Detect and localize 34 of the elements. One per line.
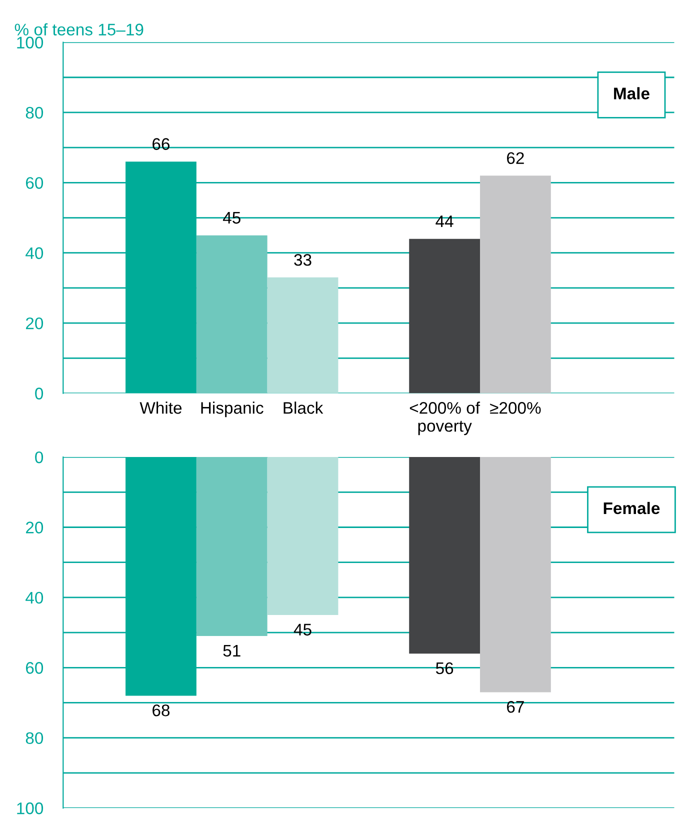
x-tick-label: Hispanic <box>201 402 264 418</box>
y-tick-label: 20 <box>26 317 44 330</box>
bar <box>196 235 268 394</box>
y-tick-label: 40 <box>26 247 44 260</box>
x-tick-label: ≥200% <box>490 402 541 414</box>
y-tick-label: 40 <box>26 592 44 604</box>
data-label: 67 <box>507 700 524 713</box>
bar <box>409 457 480 654</box>
data-label: 33 <box>294 254 312 266</box>
y-tick-label: 80 <box>26 732 44 744</box>
x-tick-label: White <box>140 402 182 414</box>
y-tick-label: 20 <box>26 522 44 534</box>
y-tick-label: 60 <box>26 662 44 674</box>
data-label: 51 <box>223 644 240 657</box>
bar <box>267 277 338 394</box>
data-label: 68 <box>152 704 170 716</box>
y-tick-label: 100 <box>17 802 44 814</box>
x-tick-label: Black <box>284 402 324 414</box>
bar <box>480 176 551 394</box>
y-tick-label: 0 <box>35 451 44 464</box>
bar <box>409 238 480 394</box>
y-tick-label: 0 <box>35 388 44 400</box>
y-tick-label: 60 <box>26 177 44 189</box>
bar <box>267 457 338 615</box>
y-axis-title: % of teens 15–19 <box>14 23 144 36</box>
data-label: 44 <box>436 216 454 228</box>
text: Female <box>604 502 660 514</box>
y-tick-label: 80 <box>26 106 44 119</box>
bar <box>196 457 268 636</box>
y-tick-label: 100 <box>17 36 44 48</box>
text: Male <box>614 87 650 100</box>
bar <box>480 457 551 692</box>
data-label: 62 <box>507 152 524 164</box>
x-tick-label: <200% of poverty <box>410 402 480 436</box>
